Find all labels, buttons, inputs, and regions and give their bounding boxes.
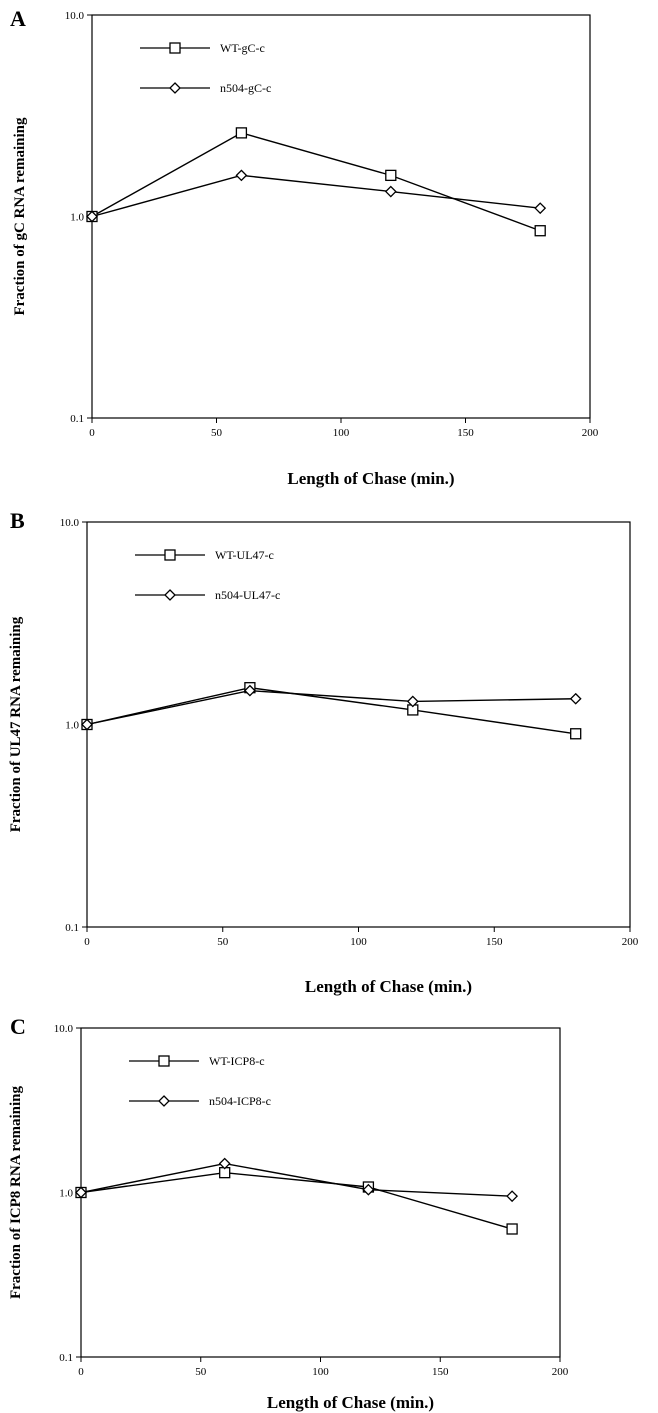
legend-label: n504-ICP8-c	[209, 1094, 271, 1108]
y-tick-label: 10.0	[65, 10, 85, 22]
legend-label: n504-UL47-c	[215, 588, 280, 602]
x-tick-label: 50	[211, 427, 223, 439]
y-tick-label: 1.0	[59, 1188, 73, 1200]
data-point	[506, 1190, 519, 1203]
x-axis-label: Length of Chase (min.)	[287, 469, 454, 488]
y-tick-label: 1.0	[65, 720, 79, 732]
data-point	[534, 225, 546, 237]
x-tick-label: 150	[486, 936, 503, 948]
x-tick-label: 0	[84, 936, 90, 948]
chart-panel-c: C 0 50 100 150 200 0.1 1.0 10.0 Length of Chase (…	[8, 1014, 569, 1412]
series-line	[80, 1162, 513, 1197]
x-tick-label: 0	[89, 427, 95, 439]
x-tick-label: 200	[552, 1366, 569, 1378]
series-line	[86, 689, 576, 726]
x-tick-label: 100	[312, 1366, 329, 1378]
legend-label: WT-gC-c	[220, 41, 265, 55]
legend-marker	[158, 1095, 170, 1107]
x-tick-label: 100	[350, 936, 367, 948]
y-tick-label: 10.0	[60, 517, 80, 529]
data-point	[86, 210, 98, 223]
data-point	[569, 692, 582, 705]
legend-label: WT-UL47-c	[215, 548, 274, 562]
legend-label: WT-ICP8-c	[209, 1054, 265, 1068]
data-point	[218, 1157, 231, 1170]
data-point	[75, 1186, 87, 1199]
data-point	[534, 202, 547, 215]
series-line	[91, 132, 541, 232]
legend-marker	[169, 82, 181, 94]
y-tick-label: 0.1	[65, 922, 79, 934]
x-axis-label: Length of Chase (min.)	[267, 1393, 434, 1412]
y-axis-label: Fraction of ICP8 RNA remaining	[8, 1085, 24, 1299]
y-tick-label: 1.0	[70, 212, 84, 224]
panel-letter: B	[10, 508, 25, 533]
y-tick-label: 0.1	[59, 1352, 73, 1364]
data-point	[384, 185, 397, 198]
y-tick-label: 0.1	[70, 413, 84, 425]
panel-letter: C	[10, 1014, 26, 1039]
data-point	[243, 684, 256, 697]
series-line	[80, 1171, 513, 1230]
data-point	[235, 169, 248, 182]
y-axis-label: Fraction of UL47 RNA remaining	[8, 616, 24, 832]
data-point	[506, 1223, 518, 1235]
series-line	[86, 686, 576, 735]
y-tick-label: 10.0	[54, 1023, 74, 1035]
plot-frame	[80, 1027, 561, 1358]
data-point	[235, 127, 248, 139]
data-point	[570, 728, 582, 740]
plot-frame	[91, 14, 591, 419]
legend-marker	[158, 1055, 170, 1067]
x-tick-label: 50	[217, 936, 229, 948]
data-point	[406, 695, 419, 708]
x-tick-label: 200	[582, 427, 599, 439]
chart-panel-b: B 0 50 100 150 200 0.1 1.0 10.0 Length of Chase (…	[8, 508, 639, 996]
x-axis-label: Length of Chase (min.)	[305, 977, 472, 996]
legend-marker	[164, 549, 176, 561]
data-point	[385, 169, 397, 182]
x-tick-label: 100	[333, 427, 350, 439]
legend-marker	[169, 42, 181, 54]
legend-marker	[164, 589, 176, 601]
chart-panel-a: A 0 50 100 150 200 0.1 1.0 10.0 Length of Chase (…	[10, 6, 599, 488]
data-point	[81, 718, 93, 731]
series-line	[91, 174, 541, 218]
x-tick-label: 150	[457, 427, 474, 439]
x-tick-label: 50	[195, 1366, 207, 1378]
data-point	[362, 1183, 375, 1196]
plot-frame	[86, 521, 631, 928]
x-tick-label: 150	[432, 1366, 449, 1378]
panel-letter: A	[10, 6, 26, 31]
legend-label: n504-gC-c	[220, 81, 271, 95]
y-axis-label: Fraction of gC RNA remaining	[12, 117, 28, 316]
x-tick-label: 200	[622, 936, 639, 948]
x-tick-label: 0	[78, 1366, 84, 1378]
